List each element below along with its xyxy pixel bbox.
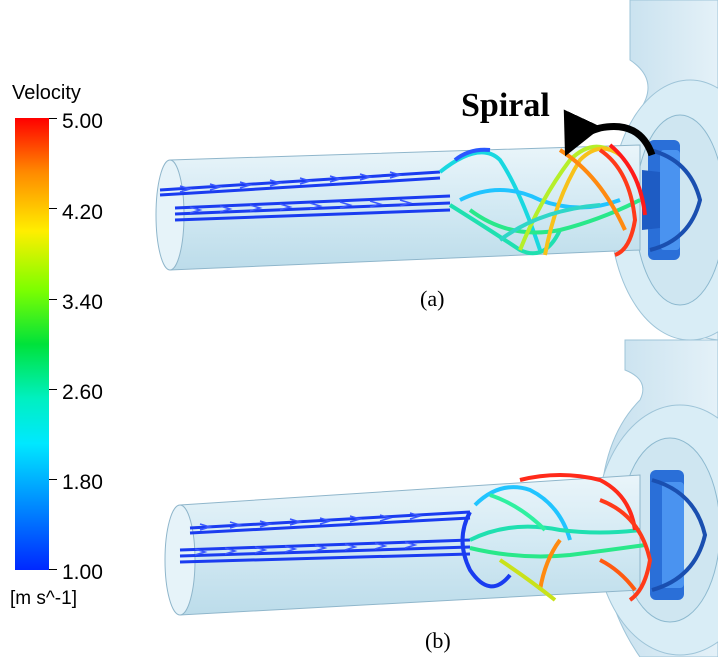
legend-tick-mark [49,389,57,390]
impeller [642,140,703,260]
swirl-streamlines [438,143,647,257]
spiral-annotation: Spiral [461,87,550,124]
legend-unit: [m s^-1] [10,588,77,609]
panel-b [164,339,718,657]
legend-tick-label: 2.60 [62,381,103,404]
legend-tick-mark [49,118,57,119]
legend-title: Velocity [12,82,81,104]
legend-tick-label: 5.00 [62,110,103,133]
legend-tick-mark [49,299,57,300]
legend-tick-mark [49,208,57,209]
legend-tick-label: 1.80 [62,471,103,494]
swirl-streamlines [460,473,653,602]
streamline-arrows [179,171,413,214]
spiral-arrow [563,109,656,157]
velocity-colorbar [15,118,49,570]
panel-a [155,0,718,341]
draft-tube-pipe [179,474,641,616]
legend-tick-mark [49,569,57,570]
panel-label-a: (a) [420,286,445,311]
panel-label-b: (b) [425,628,451,653]
impeller [650,470,708,600]
legend-tick-label: 4.20 [62,201,103,224]
streamline-arrows [194,512,423,556]
legend-tick-label: 1.00 [62,561,103,584]
legend-tick-mark [49,479,57,480]
legend-tick-label: 3.40 [62,291,103,314]
pipe-inlet-face [164,504,196,616]
